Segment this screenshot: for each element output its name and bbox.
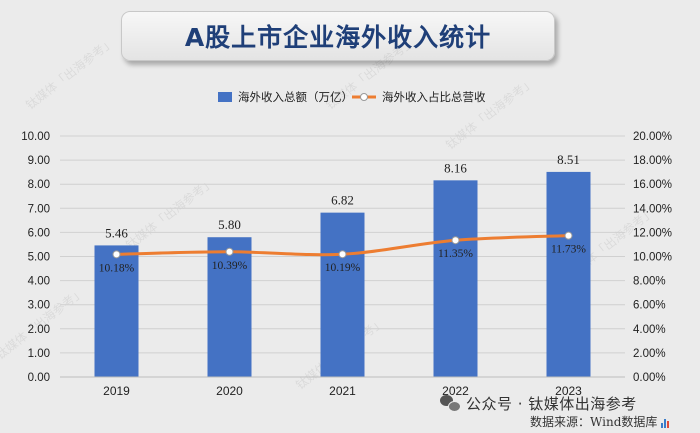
y-left-tick-label: 4.00 bbox=[28, 276, 50, 288]
bar bbox=[546, 171, 591, 377]
data-source: 数据来源：Wind数据库 bbox=[530, 413, 671, 430]
y-right-tick-label: 16.00% bbox=[633, 179, 672, 191]
bar bbox=[433, 180, 478, 377]
y-right-tick-label: 12.00% bbox=[633, 227, 672, 239]
legend-bar-swatch bbox=[218, 92, 232, 102]
x-tick-label: 2023 bbox=[555, 384, 582, 398]
line-value-label: 10.19% bbox=[325, 262, 361, 274]
line-value-label: 11.73% bbox=[551, 244, 586, 256]
y-left-tick-label: 7.00 bbox=[28, 203, 50, 215]
wechat-icon bbox=[440, 395, 461, 412]
x-tick-label: 2022 bbox=[442, 384, 469, 398]
bar bbox=[94, 245, 139, 377]
y-right-tick-label: 8.00% bbox=[633, 276, 666, 288]
watermark-text: 钛媒体「出海参考」 bbox=[123, 174, 217, 252]
footer-brand-text: 公众号 · 钛媒体出海参考 bbox=[466, 394, 637, 413]
chart-title-box: A股上市企业海外收入统计 bbox=[121, 11, 555, 61]
watermark-text: 钛媒体「出海参考」 bbox=[443, 74, 537, 152]
line-value-label: 11.35% bbox=[438, 248, 473, 260]
y-right-tick-label: 0.00% bbox=[633, 372, 666, 384]
y-left-tick-label: 5.00 bbox=[28, 252, 50, 264]
bar-chart-icon bbox=[661, 418, 671, 428]
bar bbox=[207, 237, 252, 377]
line-point bbox=[564, 231, 573, 240]
y-left-tick-label: 6.00 bbox=[28, 227, 50, 239]
line-point bbox=[112, 250, 121, 259]
footer-brand: 公众号 · 钛媒体出海参考 bbox=[440, 392, 690, 414]
y-right-tick-label: 14.00% bbox=[633, 203, 672, 215]
line-point bbox=[451, 236, 460, 245]
y-left-tick-label: 10.00 bbox=[21, 131, 50, 143]
y-left-tick-label: 8.00 bbox=[28, 179, 50, 191]
legend-line-marker bbox=[360, 93, 368, 101]
y-right-tick-label: 4.00% bbox=[633, 324, 666, 336]
data-source-text: 数据来源：Wind数据库 bbox=[530, 415, 658, 429]
bar bbox=[320, 212, 365, 377]
y-right-tick-label: 10.00% bbox=[633, 252, 672, 264]
y-right-tick-label: 6.00% bbox=[633, 300, 666, 312]
bar-value-label: 5.80 bbox=[218, 217, 241, 232]
chart-title: A股上市企业海外收入统计 bbox=[184, 23, 492, 52]
x-tick-label: 2020 bbox=[216, 384, 243, 398]
bar-value-label: 6.82 bbox=[331, 193, 354, 208]
watermark-text: 钛媒体「出海参考」 bbox=[23, 34, 117, 112]
y-left-tick-label: 0.00 bbox=[28, 372, 50, 384]
line-value-label: 10.39% bbox=[212, 260, 248, 272]
line-point bbox=[338, 250, 347, 259]
y-left-tick-label: 2.00 bbox=[28, 324, 50, 336]
bar-value-label: 8.51 bbox=[557, 152, 580, 167]
bar-value-label: 5.46 bbox=[105, 225, 128, 240]
x-tick-label: 2021 bbox=[329, 384, 356, 398]
x-tick-label: 2019 bbox=[103, 384, 130, 398]
y-left-tick-label: 9.00 bbox=[28, 155, 50, 167]
y-left-tick-label: 1.00 bbox=[28, 348, 50, 360]
y-left-tick-label: 3.00 bbox=[28, 300, 50, 312]
legend-line-label: 海外收入占比总营收 bbox=[382, 90, 486, 104]
line-value-label: 10.18% bbox=[99, 262, 135, 274]
y-right-tick-label: 18.00% bbox=[633, 155, 672, 167]
line-point bbox=[225, 247, 234, 256]
bar-value-label: 8.16 bbox=[444, 160, 467, 175]
y-right-tick-label: 20.00% bbox=[633, 131, 672, 143]
legend-bar-label: 海外收入总额（万亿） bbox=[238, 90, 353, 104]
y-right-tick-label: 2.00% bbox=[633, 348, 666, 360]
